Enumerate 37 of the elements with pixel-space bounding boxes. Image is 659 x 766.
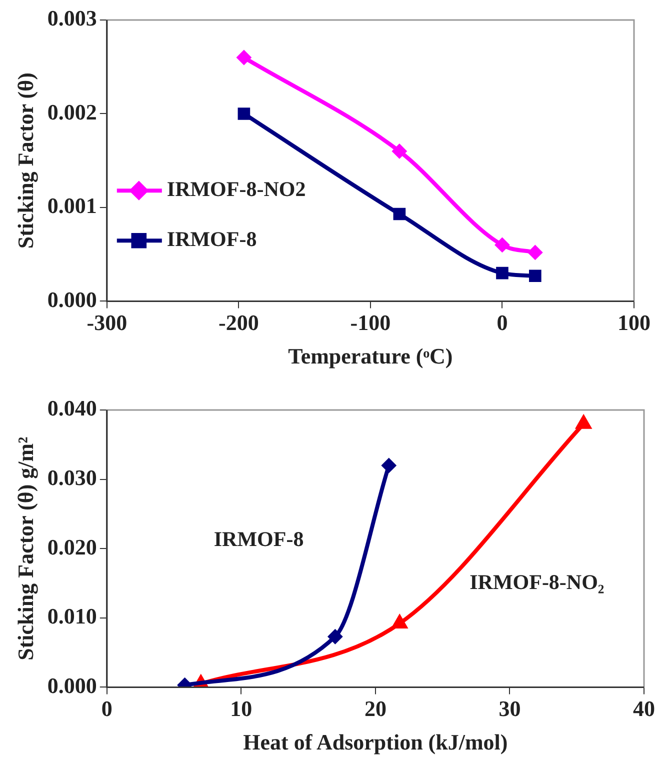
x-tick-label: -100	[350, 310, 391, 336]
x-tick-label: -200	[218, 310, 259, 336]
legend-label: IRMOF-8-NO2	[166, 177, 306, 202]
y-tick-label: 0.001	[47, 193, 97, 218]
y-tick-label: 0.010	[47, 604, 97, 629]
y-axis-title: Sticking Factor (θ) g/m²	[12, 436, 38, 660]
x-axis-title: Temperature (ᵒC)	[288, 343, 453, 368]
legend-label: IRMOF-8	[166, 227, 257, 252]
x-axis-title: Heat of Adsorption (kJ/mol)	[243, 729, 508, 754]
y-tick-label: 0.003	[47, 6, 97, 31]
point	[238, 108, 250, 120]
point	[391, 614, 408, 628]
x-tick-label: 0	[101, 696, 112, 722]
x-tick-label: 40	[633, 696, 655, 722]
x-tick-label: 10	[230, 696, 252, 722]
point	[236, 50, 252, 65]
y-tick-label: 0.020	[47, 534, 97, 560]
y-tick-label: 0.040	[47, 396, 97, 421]
y-tick-label: 0.000	[47, 286, 97, 312]
point	[575, 414, 592, 429]
series-label: IRMOF-8-NO₂	[470, 570, 604, 594]
x-tick-label: -300	[86, 310, 128, 336]
x-tick-label: 100	[618, 310, 650, 336]
text: IRMOF-8	[214, 526, 304, 551]
point	[392, 144, 407, 159]
y-tick-label: 0.030	[47, 464, 97, 490]
x-tick-label: 0	[496, 310, 508, 336]
y-axis-title: Sticking Factor (θ)	[12, 72, 38, 249]
point	[393, 208, 406, 220]
point	[494, 237, 510, 252]
x-tick-label: 30	[498, 696, 521, 722]
y-tick-label: 0.000	[47, 672, 97, 698]
x-tick-label: 20	[364, 696, 386, 722]
point	[529, 270, 542, 282]
point	[496, 266, 508, 280]
point	[528, 244, 543, 260]
y-tick-label: 0.002	[47, 99, 97, 124]
